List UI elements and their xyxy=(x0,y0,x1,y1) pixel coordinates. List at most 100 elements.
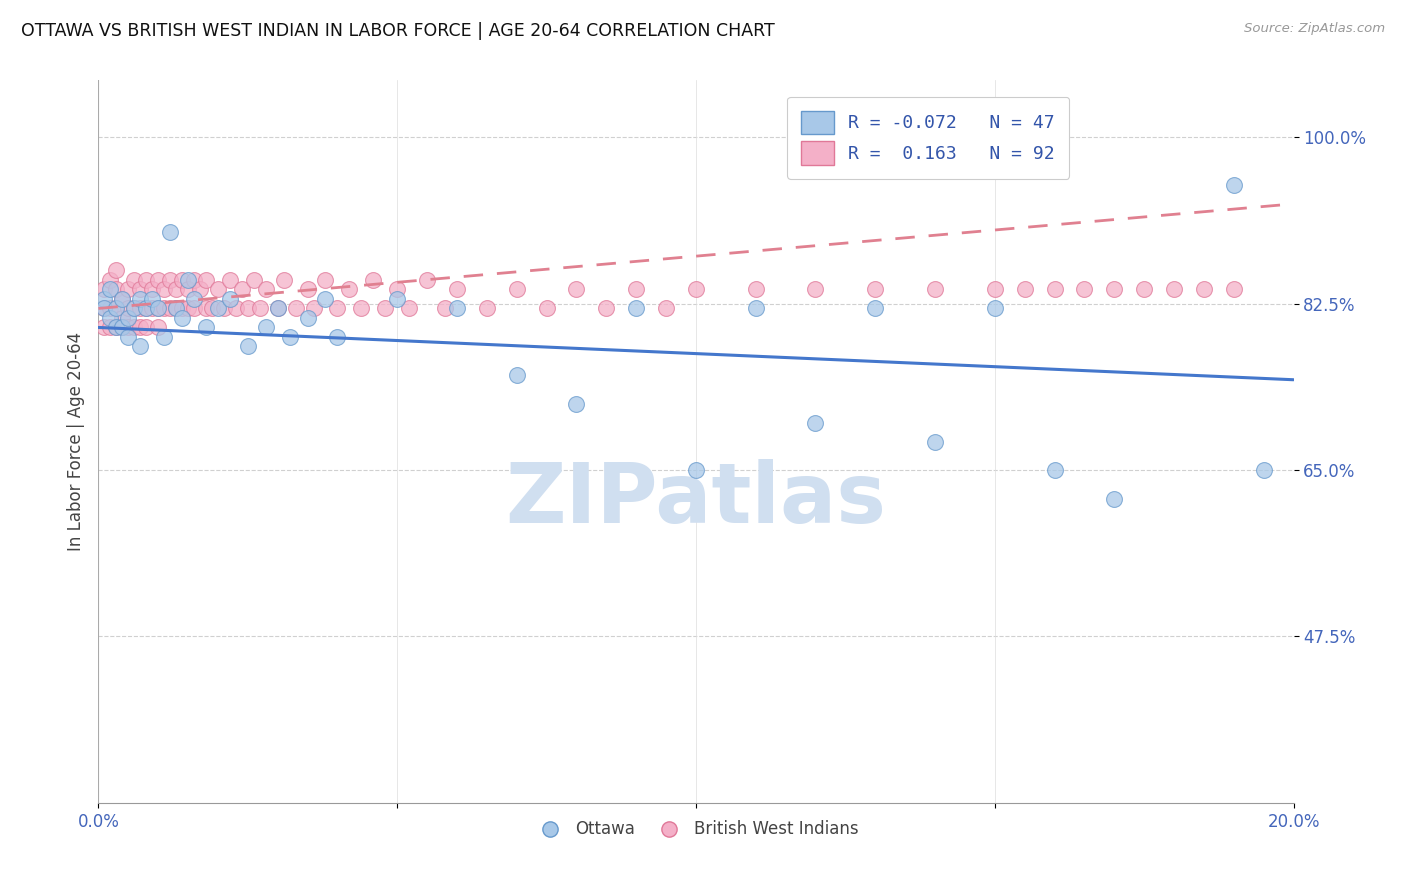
Point xyxy=(231,282,253,296)
Point xyxy=(98,310,122,325)
Point xyxy=(1104,491,1126,506)
Point xyxy=(339,282,361,296)
Point xyxy=(105,301,128,316)
Point xyxy=(243,273,266,287)
Point xyxy=(315,292,337,306)
Point xyxy=(117,301,139,316)
Point xyxy=(1043,282,1066,296)
Point xyxy=(93,292,115,306)
Point xyxy=(148,273,170,287)
Point xyxy=(565,396,588,410)
Point xyxy=(685,282,707,296)
Point xyxy=(93,301,115,316)
Point xyxy=(804,416,827,430)
Point xyxy=(117,310,139,325)
Point xyxy=(153,330,176,344)
Point xyxy=(105,282,128,296)
Point xyxy=(105,263,128,277)
Point xyxy=(446,282,468,296)
Point xyxy=(159,226,181,240)
Point xyxy=(135,301,157,316)
Point xyxy=(141,282,163,296)
Point xyxy=(195,320,218,334)
Point xyxy=(219,273,242,287)
Point xyxy=(1163,282,1185,296)
Point xyxy=(129,320,152,334)
Point xyxy=(124,301,146,316)
Point xyxy=(297,282,319,296)
Text: Source: ZipAtlas.com: Source: ZipAtlas.com xyxy=(1244,22,1385,36)
Point xyxy=(177,301,200,316)
Point xyxy=(745,282,768,296)
Point xyxy=(1253,463,1275,477)
Point xyxy=(165,282,187,296)
Point xyxy=(129,301,152,316)
Point xyxy=(236,301,259,316)
Point xyxy=(105,301,128,316)
Point xyxy=(183,301,205,316)
Point xyxy=(98,320,122,334)
Point xyxy=(135,273,157,287)
Point xyxy=(416,273,439,287)
Text: ZIPatlas: ZIPatlas xyxy=(506,458,886,540)
Point xyxy=(236,339,259,353)
Point xyxy=(124,273,146,287)
Point xyxy=(506,282,529,296)
Point xyxy=(183,273,205,287)
Point xyxy=(129,282,152,296)
Point xyxy=(111,320,134,334)
Point xyxy=(1223,178,1246,192)
Point xyxy=(273,273,295,287)
Y-axis label: In Labor Force | Age 20-64: In Labor Force | Age 20-64 xyxy=(66,332,84,551)
Point xyxy=(124,320,146,334)
Point xyxy=(159,273,181,287)
Point xyxy=(135,320,157,334)
Point xyxy=(398,301,420,316)
Point xyxy=(326,330,349,344)
Point xyxy=(105,320,128,334)
Point xyxy=(177,282,200,296)
Point xyxy=(129,292,152,306)
Point xyxy=(141,301,163,316)
Point xyxy=(153,301,176,316)
Point xyxy=(655,301,678,316)
Text: OTTAWA VS BRITISH WEST INDIAN IN LABOR FORCE | AGE 20-64 CORRELATION CHART: OTTAWA VS BRITISH WEST INDIAN IN LABOR F… xyxy=(21,22,775,40)
Point xyxy=(302,301,325,316)
Point xyxy=(195,301,218,316)
Point xyxy=(385,282,409,296)
Point xyxy=(565,282,588,296)
Point xyxy=(249,301,271,316)
Point xyxy=(446,301,468,316)
Point xyxy=(141,292,163,306)
Point xyxy=(267,301,290,316)
Point xyxy=(111,292,134,306)
Point xyxy=(111,310,134,325)
Point xyxy=(111,320,134,334)
Point xyxy=(117,320,139,334)
Point xyxy=(536,301,558,316)
Point xyxy=(93,282,115,296)
Point xyxy=(1014,282,1036,296)
Point xyxy=(984,282,1007,296)
Point xyxy=(595,301,617,316)
Point xyxy=(195,273,218,287)
Point xyxy=(1073,282,1095,296)
Point xyxy=(350,301,373,316)
Point xyxy=(865,301,887,316)
Point xyxy=(98,282,122,296)
Point xyxy=(183,292,205,306)
Point xyxy=(924,434,946,449)
Point xyxy=(212,301,235,316)
Point xyxy=(475,301,498,316)
Point xyxy=(172,273,194,287)
Point xyxy=(207,282,229,296)
Point xyxy=(254,282,277,296)
Point xyxy=(98,273,122,287)
Point xyxy=(1133,282,1156,296)
Point xyxy=(284,301,307,316)
Point xyxy=(148,301,170,316)
Legend: Ottawa, British West Indians: Ottawa, British West Indians xyxy=(527,814,865,845)
Point xyxy=(1043,463,1066,477)
Point xyxy=(124,301,146,316)
Point xyxy=(177,273,200,287)
